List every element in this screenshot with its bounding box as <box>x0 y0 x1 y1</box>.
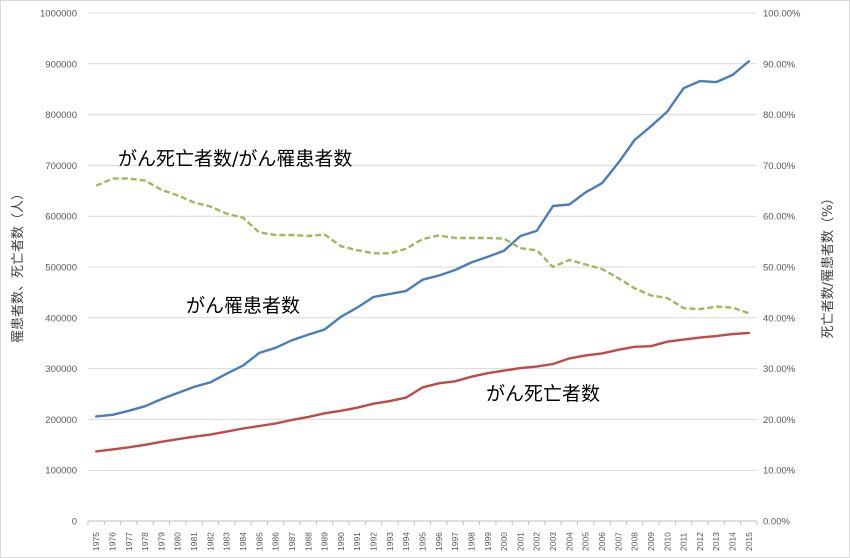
x-tick-label: 1994 <box>401 532 411 551</box>
x-tick-label: 2014 <box>728 532 738 551</box>
deaths-annotation: がん死亡者数 <box>486 383 600 405</box>
x-tick-label: 2002 <box>532 532 542 551</box>
right-tick-label: 60.00% <box>763 212 796 223</box>
x-tick-label: 1989 <box>320 532 330 551</box>
x-tick-label: 1979 <box>156 532 166 551</box>
x-tick-label: 1983 <box>222 532 232 551</box>
x-tick-label: 2015 <box>744 532 754 551</box>
left-tick-label: 900000 <box>45 59 77 70</box>
right-tick-label: 30.00% <box>763 364 796 375</box>
left-y-axis-ticks: 0 100000 200000 300000 400000 500000 600000 700… <box>40 9 77 528</box>
left-tick-label: 100000 <box>45 466 77 477</box>
x-tick-label: 2005 <box>581 532 591 551</box>
left-tick-label: 500000 <box>45 263 77 274</box>
right-tick-label: 70.00% <box>763 161 796 172</box>
right-tick-label: 20.00% <box>763 415 796 426</box>
x-tick-label: 1982 <box>205 532 215 551</box>
left-tick-label: 300000 <box>45 364 77 375</box>
left-tick-label: 700000 <box>45 161 77 172</box>
series-lines <box>94 60 750 453</box>
series-line-2 <box>94 331 750 453</box>
x-tick-label: 1987 <box>287 532 297 551</box>
x-tick-label: 2001 <box>515 532 525 551</box>
x-tick-label: 2003 <box>548 532 558 551</box>
right-tick-label: 40.00% <box>763 313 796 324</box>
x-tick-label: 1998 <box>466 532 476 551</box>
x-tick-label: 2010 <box>662 532 672 551</box>
x-tick-label: 1991 <box>352 532 362 551</box>
x-tick-label: 2000 <box>499 532 509 551</box>
left-tick-label: 1000000 <box>40 9 77 20</box>
series-line-1 <box>94 60 750 418</box>
right-y-axis-ticks: 0.00% 10.00% 20.00% 30.00% 40.00% 50.00% 60.00… <box>763 9 801 528</box>
x-tick-label: 2011 <box>679 532 689 551</box>
x-tick-label: 1992 <box>369 532 379 551</box>
left-tick-label: 400000 <box>45 313 77 324</box>
series-line-3 <box>95 177 750 315</box>
left-tick-label: 800000 <box>45 110 77 121</box>
x-tick-label: 1977 <box>124 532 134 551</box>
x-tick-label: 1976 <box>107 532 117 551</box>
x-tick-label: 1996 <box>434 532 444 551</box>
right-tick-label: 10.00% <box>763 466 796 477</box>
x-tick-label: 2008 <box>630 532 640 551</box>
left-tick-label: 200000 <box>45 415 77 426</box>
x-tick-label: 1986 <box>271 532 281 551</box>
right-axis-title: 死亡者数/罹患者数（%） <box>821 192 836 339</box>
x-tick-label: 1981 <box>189 532 199 551</box>
left-axis-title: 罹患者数、死亡者数（人） <box>11 187 26 343</box>
left-tick-label: 0 <box>72 517 77 528</box>
x-tick-label: 1999 <box>483 532 493 551</box>
gridlines <box>88 12 757 522</box>
x-tick-label: 2007 <box>613 532 623 551</box>
x-tick-label: 2009 <box>646 532 656 551</box>
right-tick-label: 80.00% <box>763 110 796 121</box>
right-tick-label: 90.00% <box>763 59 796 70</box>
x-tick-label: 1985 <box>254 532 264 551</box>
x-tick-label: 1980 <box>173 532 183 551</box>
x-tick-label: 1984 <box>238 532 248 551</box>
ratio-annotation: がん死亡者数/がん罹患者数 <box>118 148 352 170</box>
x-tick-label: 1978 <box>140 532 150 551</box>
right-tick-label: 100.00% <box>763 9 801 20</box>
right-tick-label: 50.00% <box>763 263 796 274</box>
x-axis-ticks: 1975 1976 1977 1978 1979 1980 1981 1982 1983 1984… <box>87 521 758 551</box>
x-tick-label: 1993 <box>385 532 395 551</box>
right-tick-label: 0.00% <box>763 517 790 528</box>
x-tick-label: 2013 <box>711 532 721 551</box>
x-tick-label: 1990 <box>336 532 346 551</box>
x-tick-label: 1975 <box>91 532 101 551</box>
x-tick-label: 1997 <box>450 532 460 551</box>
incidence-annotation: がん罹患者数 <box>186 295 300 317</box>
x-tick-label: 2004 <box>564 532 574 551</box>
x-tick-label: 2006 <box>597 532 607 551</box>
x-tick-label: 1988 <box>303 532 313 551</box>
x-tick-label: 2012 <box>695 532 705 551</box>
left-tick-label: 600000 <box>45 212 77 223</box>
x-tick-label: 1995 <box>418 532 428 551</box>
